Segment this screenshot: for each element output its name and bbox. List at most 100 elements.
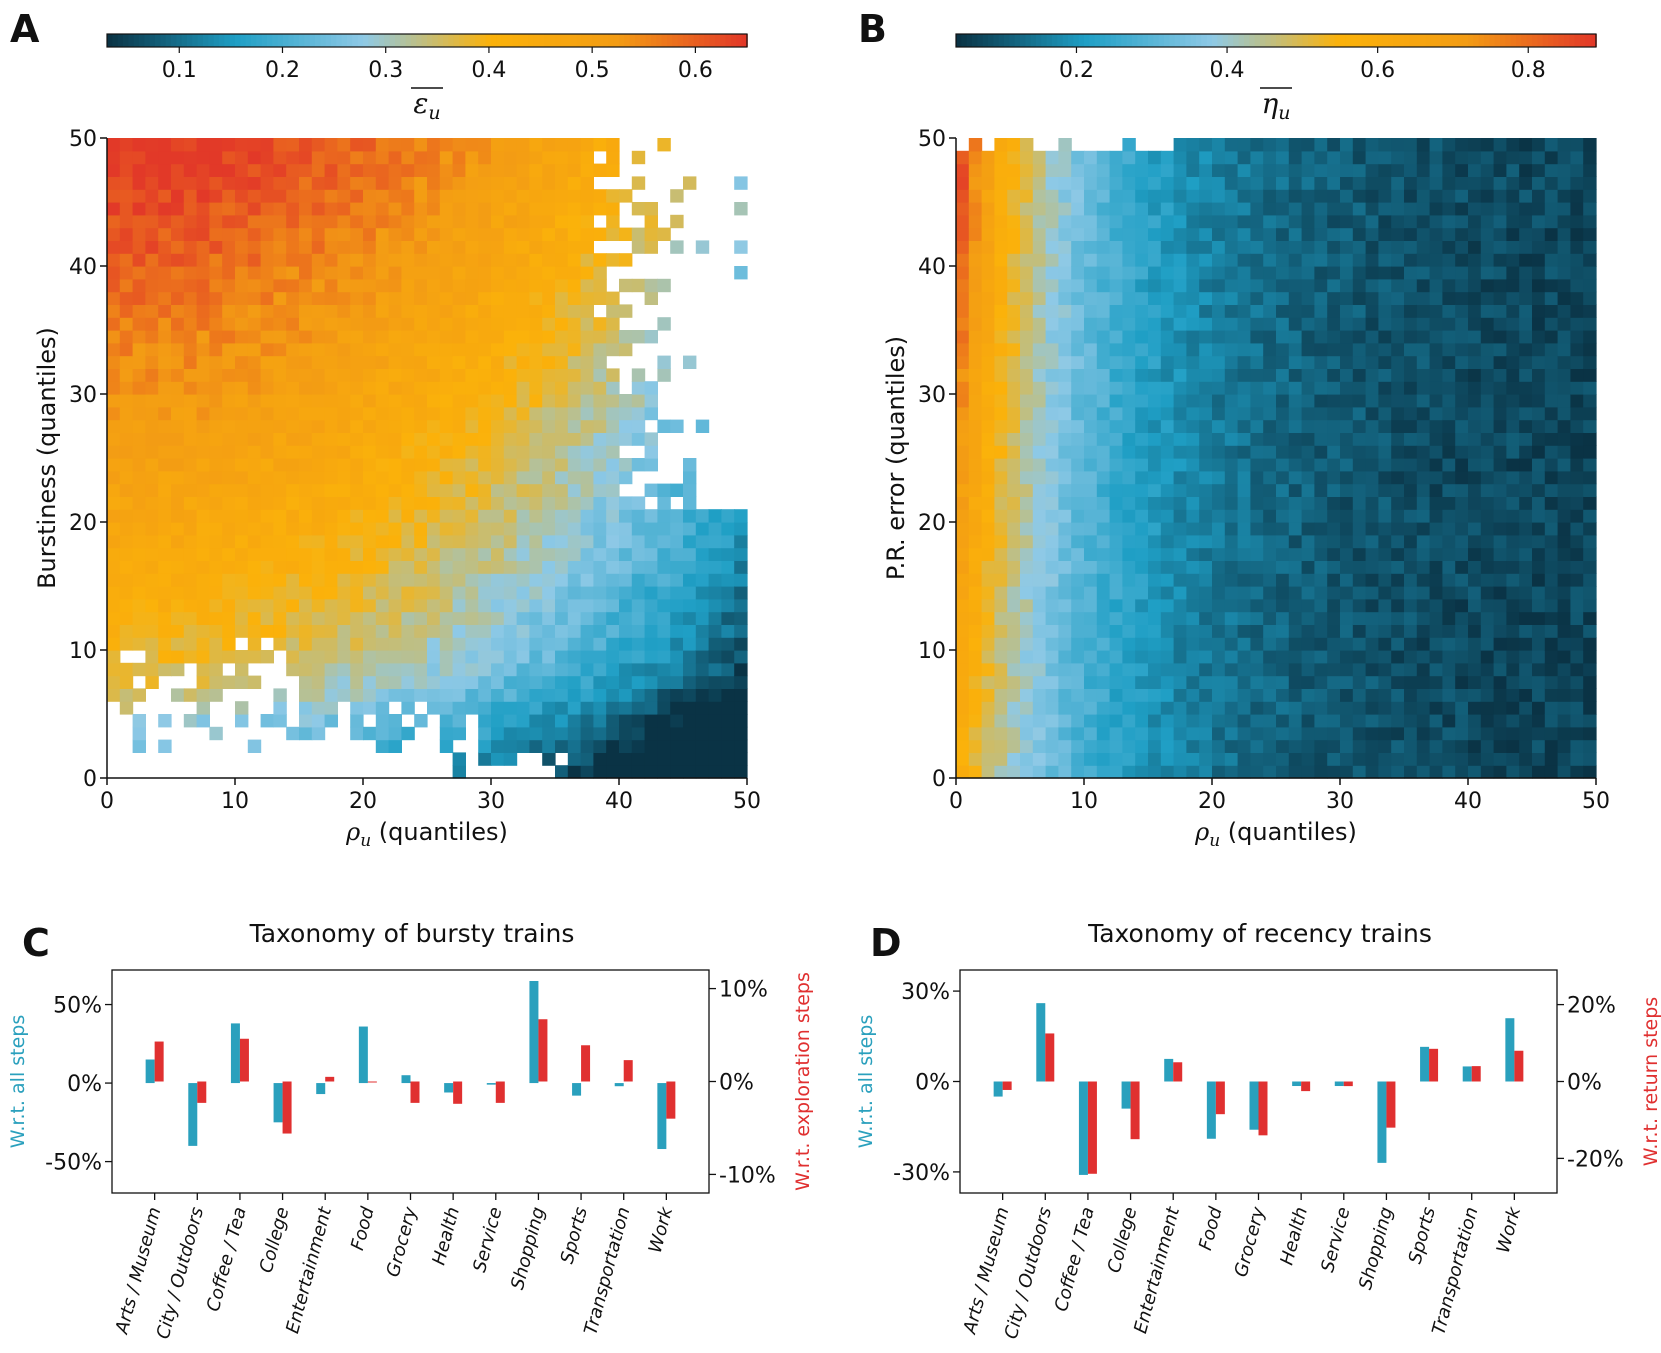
colorbar-segment [325, 34, 332, 47]
heatmap-cell [337, 163, 351, 177]
heatmap-cell [1122, 714, 1136, 728]
heatmap-cell [1327, 202, 1341, 216]
heatmap-cell [171, 650, 185, 664]
heatmap-cell [1570, 483, 1584, 497]
heatmap-cell [529, 650, 543, 664]
heatmap-cell [1480, 368, 1495, 382]
heatmap-cell [1455, 522, 1469, 536]
heatmap-cell [222, 317, 236, 331]
heatmap-cell [1199, 138, 1213, 152]
heatmap-cell [956, 598, 970, 613]
heatmap-cell [606, 752, 620, 766]
heatmap-cell [580, 611, 594, 625]
heatmap-cell [631, 701, 646, 715]
heatmap-cell [981, 573, 995, 587]
heatmap-cell [1263, 752, 1277, 766]
heatmap-cell [1340, 138, 1354, 152]
heatmap-cell [1058, 573, 1072, 587]
heatmap-cell [107, 406, 121, 421]
heatmap-cell [465, 650, 479, 664]
heatmap-cell [619, 419, 633, 433]
heatmap-cell [503, 675, 518, 689]
heatmap-cell [427, 688, 441, 702]
heatmap-cell [375, 266, 390, 280]
heatmap-cell [1020, 419, 1034, 433]
heatmap-cell [1148, 381, 1162, 395]
heatmap-cell [1506, 253, 1520, 267]
heatmap-cell [1455, 534, 1469, 549]
heatmap-cell [1391, 189, 1405, 203]
heatmap-cell [235, 342, 249, 357]
heatmap-cell [1032, 406, 1047, 421]
heatmap-cell [606, 598, 620, 613]
colorbar-segment [203, 34, 210, 47]
heatmap-cell [1237, 637, 1251, 651]
heatmap-cell [1250, 765, 1264, 779]
heatmap-cell [1301, 560, 1315, 574]
heatmap-cell [222, 394, 236, 408]
heatmap-cell [1160, 189, 1175, 203]
heatmap-cell [491, 278, 505, 293]
heatmap-cell [567, 342, 582, 357]
heatmap-cell [1416, 714, 1431, 728]
heatmap-cell [1468, 662, 1482, 677]
heatmap-cell [1135, 509, 1149, 523]
heatmap-cell [1493, 381, 1507, 395]
heatmap-cell [1480, 534, 1495, 549]
heatmap-cell [1212, 342, 1226, 357]
heatmap-cell [1378, 368, 1392, 382]
heatmap-cell [478, 304, 492, 318]
heatmap-cell [1314, 701, 1328, 715]
heatmap-cell [414, 253, 428, 267]
heatmap-cell [1250, 317, 1264, 331]
heatmap-cell [1250, 163, 1264, 177]
heatmap-cell [311, 317, 326, 331]
heatmap-cell [388, 573, 402, 587]
heatmap-cell [503, 381, 518, 395]
heatmap-cell [1288, 662, 1303, 677]
heatmap-cell [1544, 189, 1559, 203]
heatmap-cell [439, 419, 454, 433]
heatmap-cell [439, 534, 454, 549]
heatmap-cell [375, 470, 390, 485]
heatmap-cell [1160, 547, 1175, 561]
heatmap-cell [657, 586, 671, 600]
heatmap-cell [1007, 547, 1021, 561]
heatmap-cell [1148, 496, 1162, 510]
heatmap-cell [1506, 470, 1520, 485]
heatmap-cell [183, 637, 198, 651]
heatmap-cell [1544, 355, 1559, 369]
heatmap-cell [1480, 522, 1495, 536]
heatmap-cell [1045, 611, 1059, 625]
heatmap-cell [401, 688, 415, 702]
heatmap-cell [580, 714, 594, 728]
heatmap-cell [1084, 547, 1098, 561]
heatmap-cell [1135, 214, 1149, 229]
heatmap-cell [491, 342, 505, 357]
heatmap-cell [503, 368, 518, 382]
heatmap-cell [542, 253, 556, 267]
heatmap-cell [1109, 266, 1123, 280]
heatmap-cell [1314, 304, 1328, 318]
heatmap-cell [1160, 227, 1175, 241]
heatmap-cell [1544, 701, 1559, 715]
heatmap-cell [171, 560, 185, 574]
heatmap-cell [1391, 317, 1405, 331]
heatmap-cell [631, 394, 646, 408]
heatmap-cell [503, 163, 518, 177]
heatmap-cell [1058, 598, 1072, 613]
heatmap-cell [1480, 432, 1495, 446]
heatmap-cell [1340, 330, 1354, 344]
heatmap-cell [657, 726, 671, 741]
heatmap-cell [1493, 611, 1507, 625]
heatmap-cell [1391, 381, 1405, 395]
heatmap-cell [593, 509, 607, 523]
heatmap-cell [1519, 598, 1533, 613]
heatmap-cell [119, 150, 134, 165]
heatmap-cell [1122, 253, 1136, 267]
heatmap-cell [196, 598, 210, 613]
heatmap-cell [1327, 688, 1341, 702]
heatmap-cell [145, 355, 159, 369]
heatmap-cell [567, 150, 582, 165]
heatmap-cell [235, 368, 249, 382]
